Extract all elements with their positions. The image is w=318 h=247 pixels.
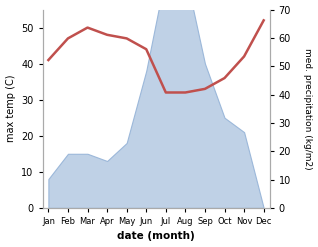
Y-axis label: max temp (C): max temp (C) (5, 75, 16, 143)
Y-axis label: med. precipitation (kg/m2): med. precipitation (kg/m2) (303, 48, 313, 169)
X-axis label: date (month): date (month) (117, 231, 195, 242)
